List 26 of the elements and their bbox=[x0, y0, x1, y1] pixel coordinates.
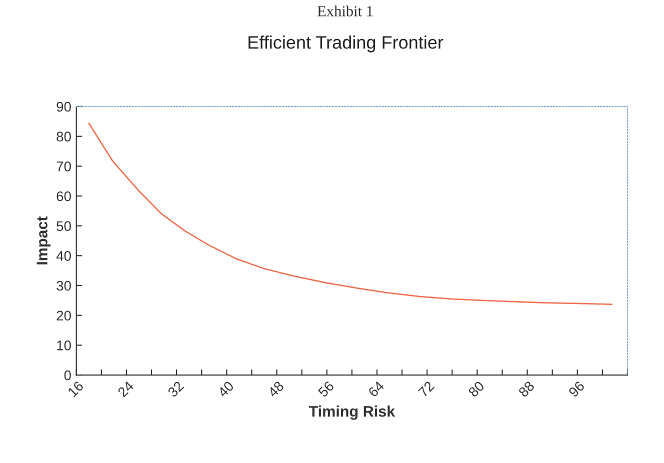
y-tick-label: 0 bbox=[64, 370, 71, 380]
x-tick-label: 56 bbox=[317, 380, 335, 398]
x-tick-label: 24 bbox=[117, 380, 134, 398]
y-tick-label: 20 bbox=[56, 310, 71, 321]
x-axis-title: Timing Risk bbox=[308, 406, 396, 420]
chart-title: Efficient Trading Frontier bbox=[248, 36, 444, 52]
text: Exhibit 1 bbox=[318, 6, 373, 16]
y-axis-title: Impact bbox=[36, 216, 50, 264]
x-tick-label: 32 bbox=[167, 380, 184, 398]
x-tick-label: 80 bbox=[468, 380, 485, 398]
x-tick-label: 96 bbox=[568, 380, 586, 398]
y-tick-label: 80 bbox=[56, 132, 71, 142]
x-tick-label: 40 bbox=[217, 380, 234, 398]
x-tick-label: 16 bbox=[67, 380, 84, 398]
y-tick-label: 10 bbox=[57, 340, 71, 350]
y-tick-label: 90 bbox=[56, 102, 71, 112]
x-tick-label: 72 bbox=[418, 380, 435, 398]
x-tick-label: 48 bbox=[267, 380, 284, 398]
x-tick-label: 64 bbox=[368, 380, 385, 398]
y-tick-label: 40 bbox=[56, 251, 71, 261]
y-tick-label: 70 bbox=[56, 162, 71, 172]
y-tick-label: 60 bbox=[56, 191, 71, 202]
y-tick-label: 30 bbox=[56, 280, 71, 291]
x-tick-label: 88 bbox=[518, 380, 535, 398]
line-series bbox=[88, 122, 613, 306]
y-tick-label: 50 bbox=[56, 221, 71, 232]
